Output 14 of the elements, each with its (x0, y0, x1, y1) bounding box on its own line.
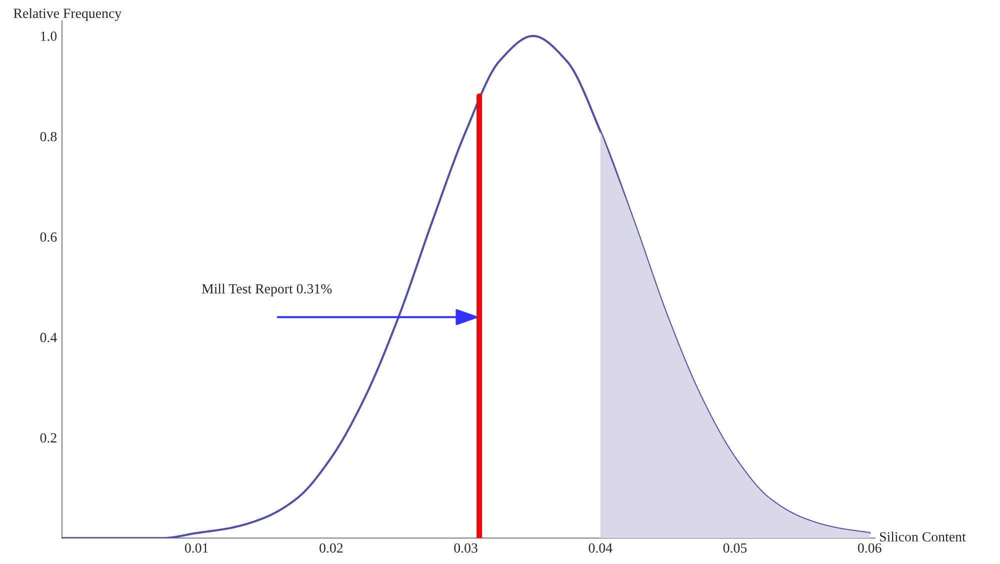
y-tick-label: 0.8 (40, 132, 57, 142)
x-tick-label: 0.06 (858, 543, 882, 553)
y-axis-title: Relative Frequency (14, 8, 122, 21)
x-tick-label: 0.05 (723, 543, 747, 553)
x-tick-label: 0.04 (588, 543, 612, 553)
y-tick-label: 1.0 (41, 32, 57, 41)
y-tick-label: 0.4 (40, 332, 57, 342)
y-tick-label: 0.2 (40, 433, 56, 443)
annotation: Mill Test Report 0.31% (202, 284, 332, 296)
x-tick-label: 0.03 (454, 543, 478, 553)
x-tick-label: 0.02 (320, 543, 343, 553)
y-tick-label: 0.6 (40, 232, 57, 242)
x-axis-title: Silicon Content (880, 532, 966, 542)
x-tick-label: 0.01 (184, 543, 208, 553)
